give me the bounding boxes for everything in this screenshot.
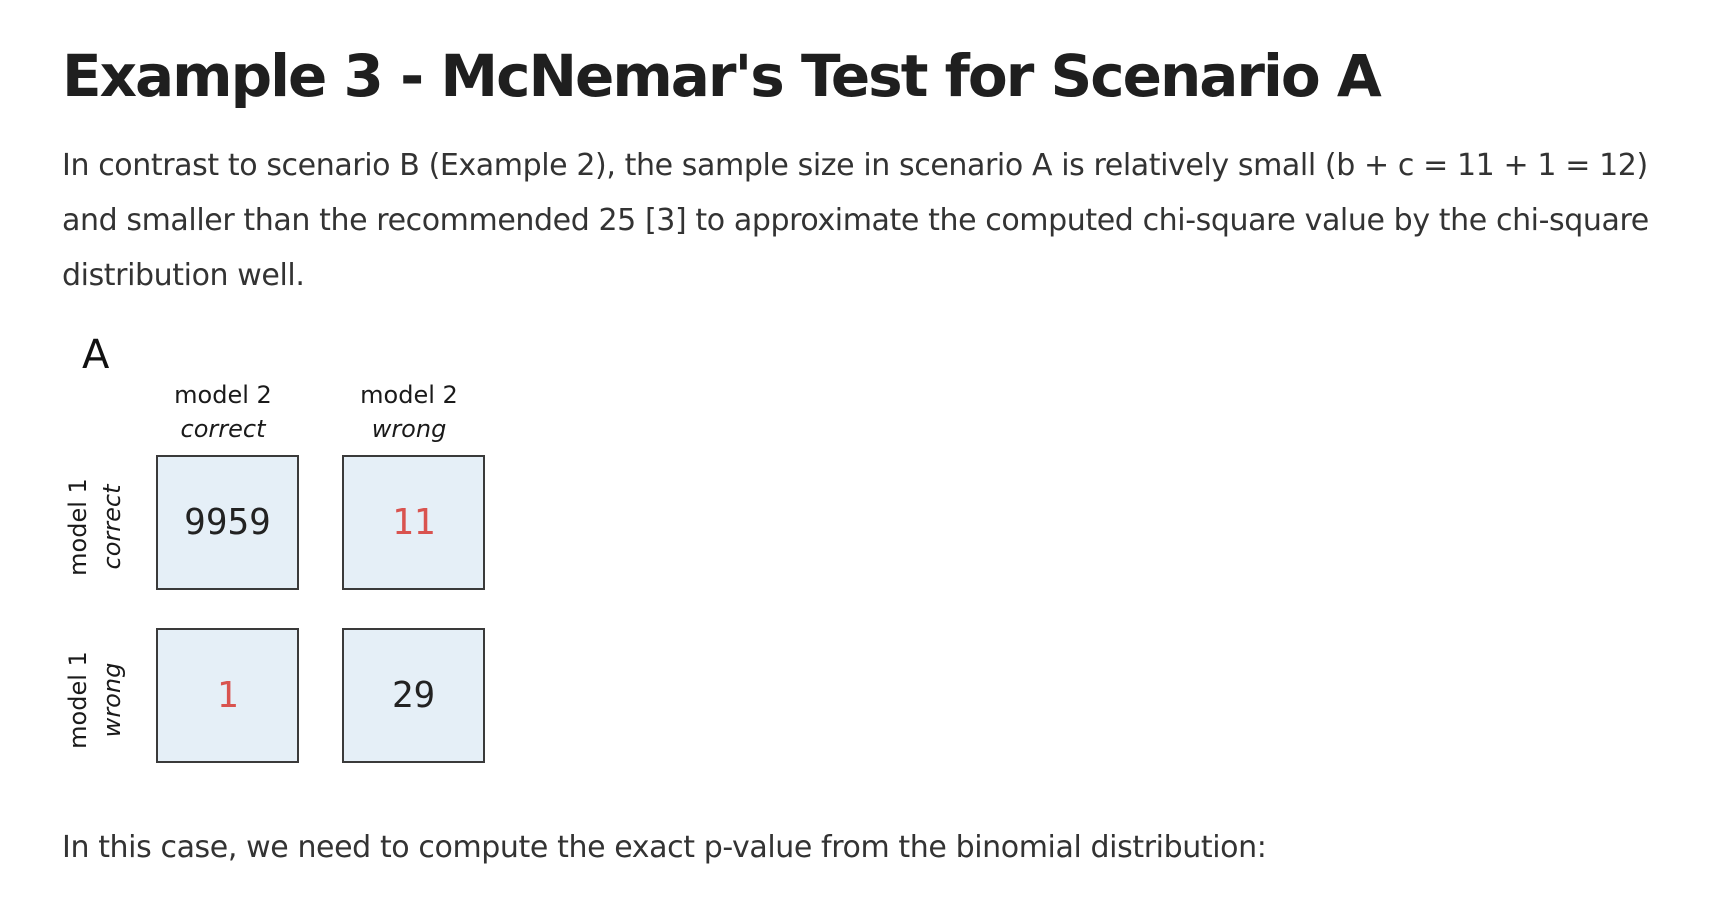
section-heading: Example 3 - McNemar's Test for Scenario … [62, 42, 1382, 110]
row-header-label: model 1 [64, 478, 92, 576]
row-header-model1-wrong: model 1 wrong [61, 630, 131, 770]
cell-both-correct: 9959 [156, 455, 299, 590]
column-header-sub: wrong [371, 415, 447, 443]
row-header-sub: wrong [98, 662, 126, 738]
outro-paragraph: In this case, we need to compute the exa… [62, 830, 1267, 865]
cell-both-wrong: 29 [342, 628, 485, 763]
column-header-sub: correct [180, 415, 266, 443]
column-header-model2-correct: model 2 correct [148, 378, 298, 446]
contingency-table-figure: A model 2 correct model 2 wrong model 1 … [62, 330, 502, 770]
panel-letter: A [82, 332, 110, 378]
column-header-label: model 2 [174, 381, 272, 409]
column-header-label: model 2 [360, 381, 458, 409]
row-header-label: model 1 [64, 651, 92, 749]
row-header-sub: correct [98, 484, 126, 570]
intro-paragraph: In contrast to scenario B (Example 2), t… [62, 148, 1649, 293]
cell-model1-wrong-model2-correct: 1 [156, 628, 299, 763]
column-header-model2-wrong: model 2 wrong [334, 378, 484, 446]
row-header-model1-correct: model 1 correct [61, 457, 131, 597]
cell-model1-correct-model2-wrong: 11 [342, 455, 485, 590]
